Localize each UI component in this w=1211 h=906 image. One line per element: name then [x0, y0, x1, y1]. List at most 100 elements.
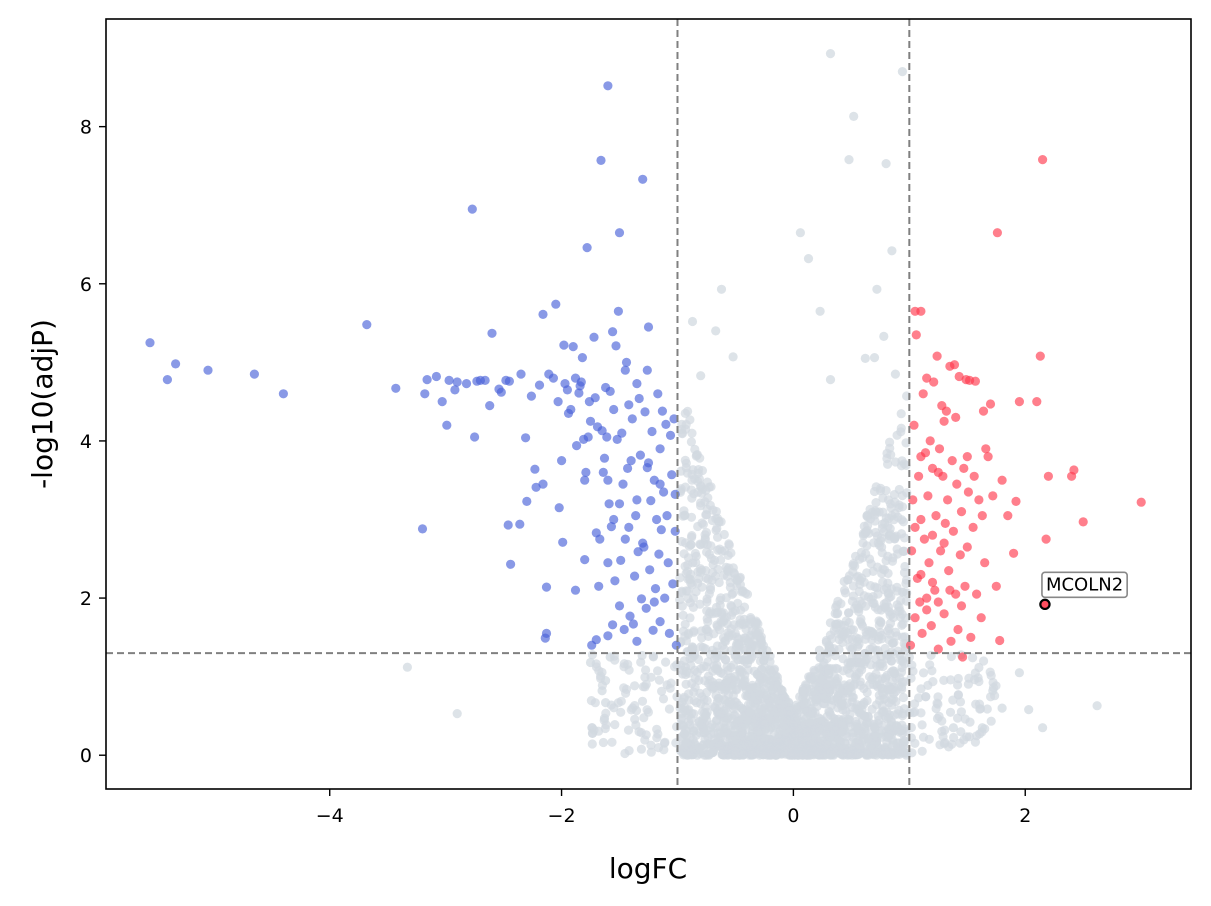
ns-point: [888, 740, 898, 750]
down-point: [548, 373, 559, 383]
ns-point: [975, 704, 985, 714]
ns-point: [798, 686, 808, 696]
up-point: [923, 491, 933, 501]
x-tick-label: 0: [787, 805, 799, 827]
down-point: [656, 525, 666, 535]
ns-point: [890, 508, 900, 518]
ns-point: [701, 510, 711, 520]
ns-point: [825, 710, 836, 720]
up-point: [927, 530, 938, 540]
ns-point: [848, 737, 858, 747]
ns-point: [889, 490, 900, 500]
ns-point: [694, 717, 704, 728]
down-point: [643, 322, 654, 332]
ns-point: [829, 696, 839, 706]
ns-point: [906, 733, 917, 743]
ns-point: [908, 666, 918, 676]
ns-point: [933, 692, 943, 702]
ns-point: [691, 451, 701, 461]
down-point: [612, 434, 622, 444]
down-point: [504, 376, 514, 386]
ns-point: [678, 626, 689, 636]
ns-point: [719, 644, 729, 654]
ns-point: [646, 747, 656, 757]
down-point: [636, 594, 647, 604]
down-point: [162, 375, 172, 385]
ns-point: [690, 740, 700, 750]
ns-point: [683, 553, 694, 563]
down-point: [667, 470, 677, 480]
ns-point: [824, 721, 834, 731]
ns-point: [711, 326, 721, 336]
ns-point: [844, 155, 854, 165]
ns-point: [857, 599, 867, 609]
ns-point: [640, 682, 650, 692]
ns-point: [758, 745, 768, 755]
ns-point: [948, 695, 958, 705]
up-point: [992, 228, 1003, 238]
ns-point: [653, 743, 664, 753]
up-point: [916, 306, 926, 316]
ns-point: [979, 656, 989, 666]
ns-point: [687, 531, 697, 541]
up-point: [960, 581, 970, 591]
ns-point: [816, 677, 826, 687]
down-point: [620, 534, 630, 544]
ns-point: [731, 684, 741, 694]
ns-point: [845, 709, 855, 720]
ns-point: [895, 650, 905, 660]
ns-point: [874, 620, 884, 630]
ns-point: [616, 707, 626, 717]
ns-point: [723, 632, 734, 642]
ns-point: [899, 546, 909, 556]
plot-frame: [105, 18, 1192, 790]
ns-point: [624, 746, 634, 756]
down-point: [566, 404, 576, 415]
ns-point: [856, 700, 866, 711]
ns-point: [825, 49, 836, 59]
ns-point: [636, 744, 647, 754]
down-point: [422, 375, 432, 385]
ns-point: [890, 532, 900, 542]
ns-point: [630, 681, 640, 691]
up-point: [910, 522, 920, 533]
ns-point: [767, 684, 778, 694]
down-point: [417, 524, 428, 534]
ns-point: [868, 566, 878, 577]
down-point: [669, 414, 679, 424]
up-point: [933, 597, 943, 607]
ns-point: [959, 735, 969, 745]
ns-point: [780, 720, 790, 730]
ns-point: [965, 717, 975, 727]
ns-point: [838, 654, 848, 664]
up-point: [948, 526, 959, 536]
down-point: [526, 391, 537, 401]
down-point: [632, 495, 642, 505]
down-point: [616, 555, 626, 566]
down-point: [610, 576, 620, 586]
ns-point: [917, 746, 927, 756]
ns-point: [710, 571, 721, 581]
up-point: [1043, 471, 1053, 481]
down-point: [620, 365, 630, 375]
up-point: [1136, 497, 1146, 507]
ns-point: [862, 687, 872, 698]
ns-point: [879, 706, 889, 716]
ns-point: [869, 353, 880, 363]
down-point: [534, 380, 545, 390]
ns-point: [712, 697, 723, 707]
down-point: [516, 369, 526, 379]
up-point: [985, 399, 996, 409]
ns-point: [636, 657, 646, 667]
ns-point: [899, 568, 910, 578]
up-point: [925, 436, 935, 446]
down-point: [581, 467, 591, 477]
ns-point: [879, 599, 889, 609]
down-point: [590, 393, 600, 403]
up-point: [905, 640, 916, 650]
ns-point: [739, 643, 749, 654]
ns-point: [728, 607, 738, 617]
up-point: [934, 444, 945, 454]
down-point: [444, 375, 454, 385]
